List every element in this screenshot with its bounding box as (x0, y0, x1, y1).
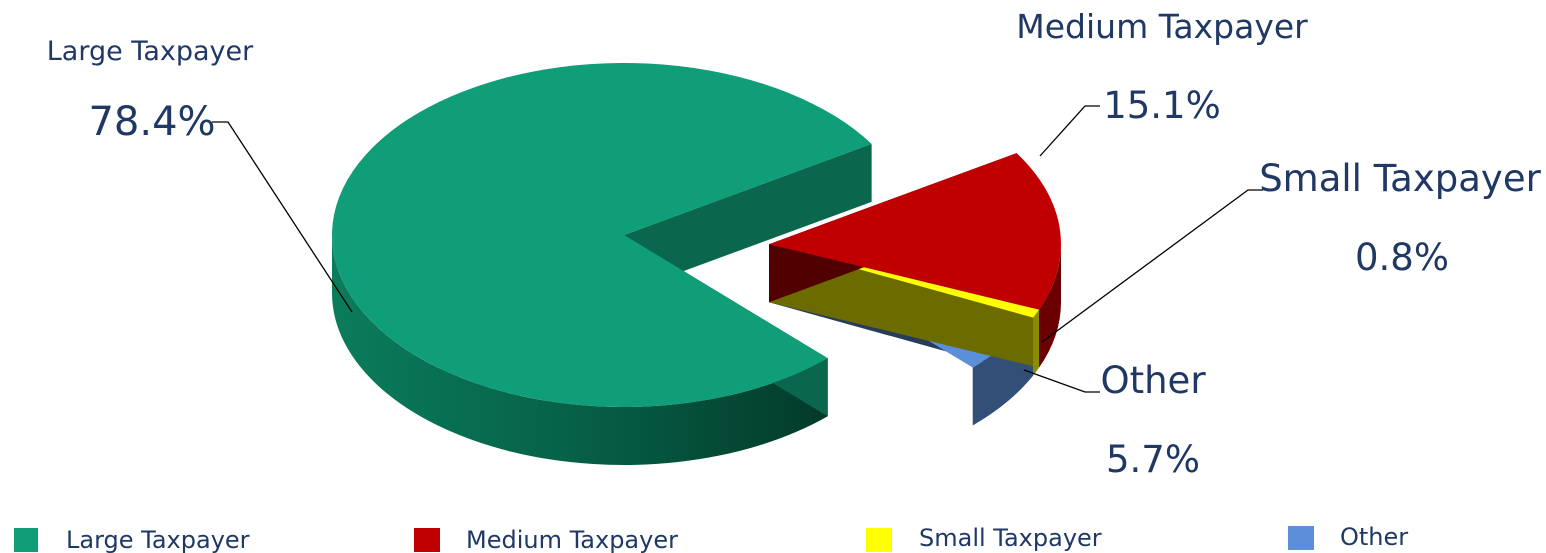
data-labels: Large Taxpayer 78.4% Medium Taxpayer 15.… (47, 7, 1542, 481)
slice-large-taxpayer-side (332, 235, 828, 466)
pie-slices (331, 62, 1061, 466)
data-label-medium-taxpayer-value: 15.1% (1103, 84, 1221, 127)
slice-small-taxpayer-side (1033, 309, 1040, 376)
legend-label-large-taxpayer: Large Taxpayer (66, 526, 250, 553)
slice-medium-taxpayer-top (768, 153, 1061, 310)
legend: Large Taxpayer Medium Taxpayer Small Tax… (14, 523, 1408, 553)
legend-swatch-small-taxpayer (866, 528, 892, 552)
data-label-other-value: 5.7% (1106, 438, 1200, 481)
slice-medium-taxpayer-side (1039, 244, 1061, 368)
legend-label-other: Other (1340, 523, 1408, 551)
slice-large-taxpayer-top (331, 62, 872, 408)
legend-item-medium-taxpayer: Medium Taxpayer (414, 526, 678, 553)
leader-line-small-taxpayer (1041, 189, 1263, 343)
legend-item-small-taxpayer: Small Taxpayer (866, 524, 1102, 552)
legend-label-small-taxpayer: Small Taxpayer (919, 524, 1102, 552)
legend-label-medium-taxpayer: Medium Taxpayer (466, 526, 678, 553)
legend-item-other: Other (1288, 523, 1408, 551)
legend-item-large-taxpayer: Large Taxpayer (14, 526, 250, 553)
leader-line-medium-taxpayer (1039, 105, 1100, 157)
data-label-large-taxpayer-name: Large Taxpayer (47, 36, 254, 67)
legend-swatch-medium-taxpayer (414, 528, 440, 552)
data-label-small-taxpayer-name: Small Taxpayer (1259, 157, 1541, 200)
leader-lines (212, 105, 1263, 393)
data-label-medium-taxpayer-name: Medium Taxpayer (1016, 7, 1308, 46)
slice-medium-taxpayer (768, 153, 1061, 368)
data-label-other-name: Other (1100, 359, 1206, 402)
slice-large-taxpayer (331, 62, 872, 466)
legend-swatch-large-taxpayer (14, 528, 38, 552)
leader-line-large-taxpayer (212, 121, 353, 313)
legend-swatch-other (1288, 526, 1314, 550)
data-label-small-taxpayer-value: 0.8% (1355, 236, 1449, 279)
data-label-large-taxpayer-value: 78.4% (88, 99, 215, 145)
leader-line-other (1023, 369, 1100, 393)
